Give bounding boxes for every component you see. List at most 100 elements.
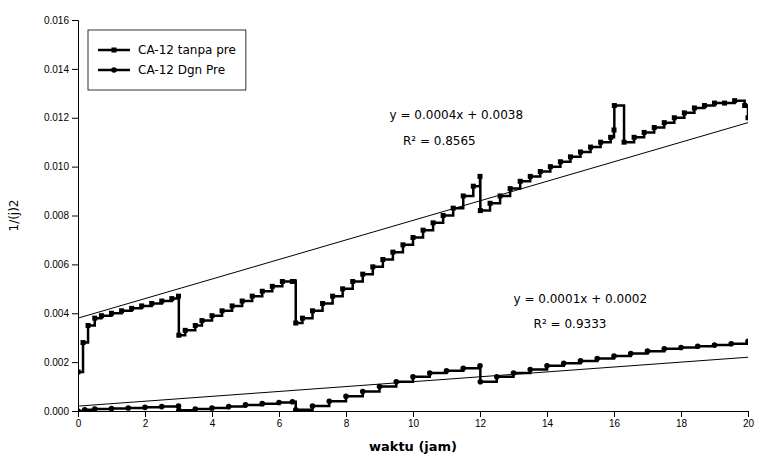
annotations: y = 0.0004x + 0.0038R² = 0.8565y = 0.000… bbox=[390, 108, 647, 331]
x-tick: 2 bbox=[143, 411, 149, 429]
square-marker bbox=[176, 294, 181, 299]
square-marker bbox=[538, 169, 543, 174]
circle-marker bbox=[290, 399, 296, 405]
circle-marker bbox=[82, 407, 88, 411]
circle-marker bbox=[410, 374, 416, 380]
square-marker bbox=[568, 154, 573, 159]
y-tick: 0.000 bbox=[44, 406, 78, 417]
circle-marker bbox=[125, 405, 131, 411]
x-tick-label: 18 bbox=[676, 418, 688, 429]
circle-marker bbox=[360, 389, 366, 395]
square-marker bbox=[746, 115, 749, 120]
circle-marker bbox=[78, 408, 81, 411]
square-marker bbox=[176, 333, 181, 338]
square-marker bbox=[78, 369, 81, 374]
square-marker bbox=[300, 316, 305, 321]
x-tick-label: 4 bbox=[210, 418, 216, 429]
annotation: y = 0.0001x + 0.0002 bbox=[514, 292, 648, 306]
square-marker bbox=[692, 105, 697, 110]
trend-line bbox=[78, 123, 748, 319]
circle-marker bbox=[594, 356, 600, 362]
y-tick-mark bbox=[72, 69, 78, 70]
y-tick-mark bbox=[72, 167, 78, 168]
legend-label: CA-12 Dgn Pre bbox=[138, 63, 225, 77]
square-marker bbox=[293, 321, 298, 326]
circle-marker bbox=[478, 379, 484, 385]
circle-marker bbox=[695, 343, 701, 349]
square-marker bbox=[471, 184, 476, 189]
y-axis: 0.0000.0020.0040.0060.0080.0100.0120.014… bbox=[44, 15, 79, 417]
square-marker bbox=[642, 130, 647, 135]
square-marker bbox=[340, 286, 345, 291]
square-marker bbox=[370, 264, 375, 269]
x-tick: 4 bbox=[210, 411, 216, 429]
square-marker bbox=[183, 328, 188, 333]
legend-entry: CA-12 Dgn Pre bbox=[98, 63, 225, 77]
circle-marker bbox=[393, 379, 399, 385]
square-marker bbox=[612, 127, 617, 132]
square-marker bbox=[240, 299, 245, 304]
x-tick-mark bbox=[614, 411, 615, 417]
x-tick-label: 6 bbox=[277, 418, 283, 429]
square-marker bbox=[139, 303, 144, 308]
x-tick: 8 bbox=[344, 411, 350, 429]
y-tick: 0.006 bbox=[44, 259, 78, 270]
circle-marker bbox=[628, 351, 634, 357]
y-tick-mark bbox=[72, 362, 78, 363]
circle-marker bbox=[678, 345, 684, 351]
x-tick: 16 bbox=[609, 411, 621, 429]
x-tick-label: 10 bbox=[408, 418, 420, 429]
circle-marker bbox=[544, 363, 550, 369]
y-tick-mark bbox=[72, 20, 78, 21]
square-marker bbox=[518, 179, 523, 184]
x-tick-mark bbox=[681, 411, 682, 417]
circle-marker bbox=[444, 368, 450, 374]
circle-marker bbox=[92, 406, 98, 411]
legend-entry: CA-12 tanpa pre bbox=[98, 43, 236, 57]
square-marker bbox=[421, 228, 426, 233]
circle-marker bbox=[460, 365, 466, 371]
circle-marker bbox=[661, 346, 667, 352]
step-line bbox=[78, 101, 748, 372]
square-marker bbox=[742, 103, 747, 108]
y-tick: 0.012 bbox=[44, 112, 78, 123]
circle-marker bbox=[511, 370, 517, 376]
y-tick: 0.014 bbox=[44, 64, 78, 75]
x-tick-label: 16 bbox=[609, 418, 621, 429]
square-marker bbox=[380, 257, 385, 262]
x-axis: 02468101214161820 bbox=[76, 411, 755, 429]
circle-marker bbox=[276, 400, 282, 406]
square-marker bbox=[149, 301, 154, 306]
circle-marker bbox=[226, 404, 232, 410]
square-marker bbox=[662, 120, 667, 125]
annotation: R² = 0.9333 bbox=[534, 317, 607, 331]
y-tick: 0.008 bbox=[44, 210, 78, 221]
square-marker bbox=[250, 294, 255, 299]
circle-marker bbox=[142, 405, 148, 411]
circle-marker bbox=[192, 406, 198, 411]
square-marker bbox=[712, 101, 717, 106]
square-marker bbox=[199, 318, 204, 323]
square-marker bbox=[528, 174, 533, 179]
square-marker bbox=[280, 279, 285, 284]
circle-marker bbox=[243, 402, 249, 408]
x-tick-label: 2 bbox=[143, 418, 149, 429]
y-tick-mark bbox=[72, 216, 78, 217]
circle-marker bbox=[745, 339, 748, 345]
y-tick-label: 0.014 bbox=[44, 64, 69, 75]
circle-marker bbox=[326, 398, 332, 404]
x-tick: 20 bbox=[743, 411, 755, 429]
square-marker bbox=[230, 303, 235, 308]
square-marker bbox=[548, 164, 553, 169]
circle-marker bbox=[310, 403, 316, 409]
x-tick-mark bbox=[346, 411, 347, 417]
circle-marker bbox=[561, 361, 567, 367]
y-tick: 0.004 bbox=[44, 308, 78, 319]
y-axis-line bbox=[72, 21, 79, 412]
y-tick-label: 0.000 bbox=[44, 406, 69, 417]
square-marker bbox=[220, 308, 225, 313]
circle-marker bbox=[578, 358, 584, 364]
y-axis-title: 1/(j)2 bbox=[7, 199, 21, 231]
x-axis-line bbox=[79, 412, 749, 418]
legend-label: CA-12 tanpa pre bbox=[138, 43, 236, 57]
